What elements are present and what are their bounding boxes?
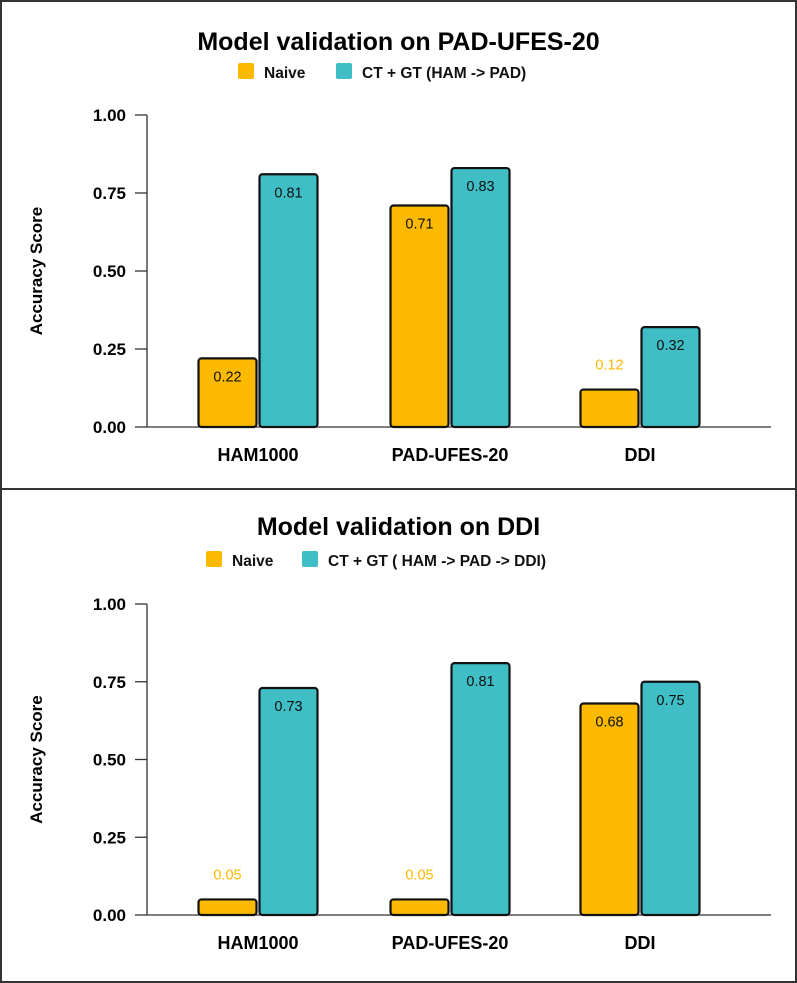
data-label: 0.71	[405, 216, 433, 232]
data-label: 0.81	[274, 185, 302, 201]
data-label: 0.73	[274, 699, 302, 715]
legend-swatch	[336, 63, 352, 79]
data-label: 0.75	[656, 693, 684, 709]
data-label: 0.22	[213, 369, 241, 385]
x-category-label: DDI	[625, 445, 656, 465]
y-tick-label: 0.25	[93, 828, 126, 847]
bar-naive-pad-ufes-20	[389, 898, 450, 917]
bar-ct-gt-pad-ufes-20	[450, 166, 511, 429]
legend-label: Naive	[264, 65, 306, 82]
legend-entry-0: Naive	[238, 63, 306, 82]
legend-swatch	[302, 551, 318, 567]
data-label: 0.81	[466, 674, 494, 690]
y-tick-label: 1.00	[93, 106, 126, 125]
bar-ct-gt-ham1000	[258, 686, 319, 917]
data-label: 0.05	[405, 867, 433, 883]
legend-entry-1: CT + GT ( HAM -> PAD -> DDI)	[302, 551, 546, 570]
legend-entry-1: CT + GT (HAM -> PAD)	[336, 63, 526, 82]
data-label: 0.12	[595, 358, 623, 374]
y-tick-label: 1.00	[93, 595, 126, 614]
bar-naive-ham1000	[197, 898, 258, 917]
y-tick-label: 0.75	[93, 673, 126, 692]
legend-label: CT + GT ( HAM -> PAD -> DDI)	[328, 553, 546, 570]
x-category-label: DDI	[625, 933, 656, 953]
x-category-label: HAM1000	[217, 445, 298, 465]
y-tick-label: 0.75	[93, 184, 126, 203]
chart-title: Model validation on PAD-UFES-20	[197, 28, 599, 56]
y-axis-label: Accuracy Score	[27, 207, 46, 336]
bar-ct-gt-ham1000	[258, 173, 319, 429]
bar-ct-gt-pad-ufes-20	[450, 661, 511, 917]
bar-ct-gt-ddi	[640, 680, 701, 917]
bar-naive-ddi	[579, 702, 640, 917]
legend-label: CT + GT (HAM -> PAD)	[362, 65, 526, 82]
chart-pad-ufes: Model validation on PAD-UFES-20 Naive CT +…	[27, 28, 771, 465]
x-category-label: PAD-UFES-20	[392, 445, 509, 465]
chart-panel-ddi: Model validation on DDI Naive CT + GT ( HA…	[0, 488, 797, 983]
data-label: 0.83	[466, 179, 494, 195]
chart-panel-pad-ufes: Model validation on PAD-UFES-20 Naive CT +…	[0, 0, 797, 490]
bar-naive-pad-ufes-20	[389, 204, 450, 429]
y-tick-label: 0.00	[93, 418, 126, 437]
y-tick-label: 0.50	[93, 751, 126, 770]
data-label: 0.05	[213, 867, 241, 883]
bar-naive-ddi	[579, 388, 640, 429]
legend-label: Naive	[232, 553, 274, 570]
y-tick-label: 0.50	[93, 262, 126, 281]
bar-ct-gt-ddi	[640, 326, 701, 429]
chart-title: Model validation on DDI	[257, 513, 540, 541]
chart-ddi: Model validation on DDI Naive CT + GT ( HA…	[27, 513, 771, 953]
y-axis-label: Accuracy Score	[27, 695, 46, 824]
bar-naive-ham1000	[197, 357, 258, 429]
legend-entry-0: Naive	[206, 551, 274, 570]
legend-swatch	[238, 63, 254, 79]
x-category-label: HAM1000	[217, 933, 298, 953]
y-tick-label: 0.25	[93, 340, 126, 359]
data-label: 0.32	[656, 338, 684, 354]
y-tick-label: 0.00	[93, 906, 126, 925]
legend-swatch	[206, 551, 222, 567]
x-category-label: PAD-UFES-20	[392, 933, 509, 953]
data-label: 0.68	[595, 715, 623, 731]
